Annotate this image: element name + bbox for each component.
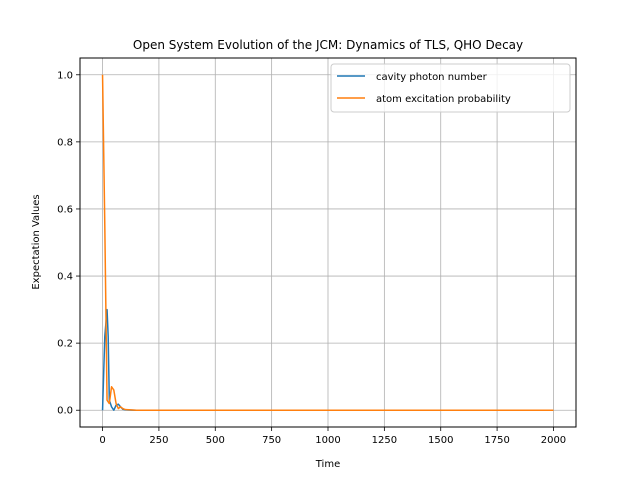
x-tick-label: 750 bbox=[262, 435, 281, 446]
x-tick-label: 1000 bbox=[315, 435, 340, 446]
plot-series bbox=[101, 74, 554, 411]
x-tick-label: 0 bbox=[99, 435, 105, 446]
y-tick-label: 0.4 bbox=[57, 272, 73, 283]
legend-label-0: cavity photon number bbox=[376, 72, 488, 83]
x-tick-label: 2000 bbox=[541, 435, 566, 446]
y-tick-label: 0.8 bbox=[57, 137, 73, 148]
x-tick-label: 500 bbox=[206, 435, 225, 446]
series-line-1 bbox=[101, 74, 554, 411]
x-axis-ticks: 0 250 500 750 1000 1250 1500 1750 2000 bbox=[99, 427, 566, 446]
x-tick-label: 250 bbox=[149, 435, 168, 446]
x-tick-label: 1250 bbox=[372, 435, 397, 446]
x-axis-label: Time bbox=[315, 459, 340, 470]
y-axis-label: Expectation Values bbox=[31, 194, 42, 289]
y-axis-ticks: 0.0 0.2 0.4 0.6 0.8 1.0 bbox=[57, 70, 80, 417]
chart-title: Open System Evolution of the JCM: Dynami… bbox=[133, 38, 523, 52]
grid bbox=[80, 58, 576, 427]
y-tick-label: 0.2 bbox=[57, 339, 73, 350]
y-tick-label: 0.0 bbox=[57, 406, 73, 417]
legend-label-1: atom excitation probability bbox=[376, 94, 511, 105]
y-tick-label: 1.0 bbox=[57, 70, 73, 81]
legend: cavity photon number atom excitation prob… bbox=[330, 63, 571, 113]
legend-box bbox=[330, 63, 571, 113]
x-tick-label: 1750 bbox=[484, 435, 509, 446]
y-tick-label: 0.6 bbox=[57, 204, 73, 215]
x-tick-label: 1500 bbox=[428, 435, 453, 446]
